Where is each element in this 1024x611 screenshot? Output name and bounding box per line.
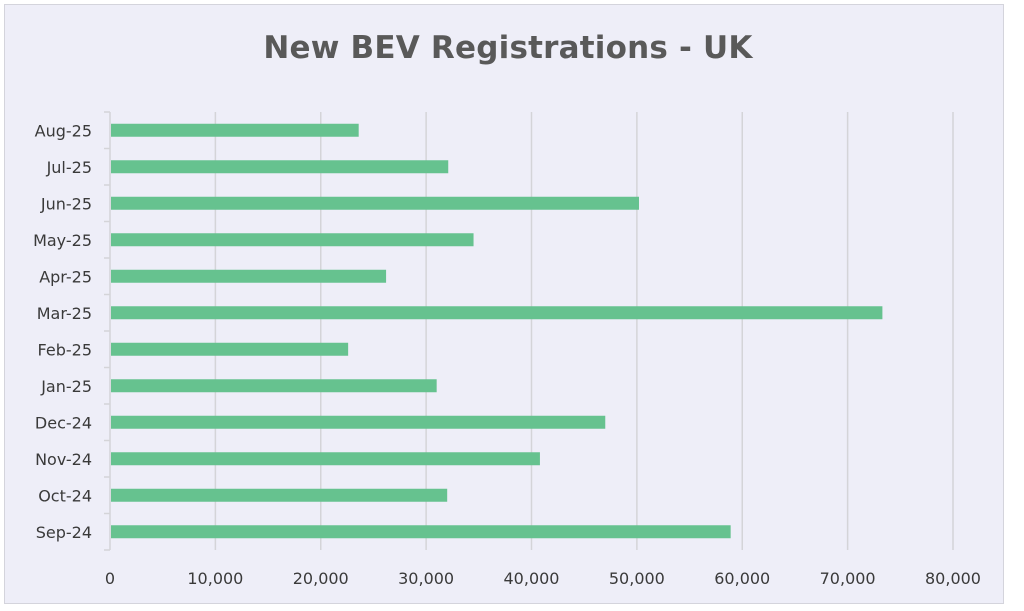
category-label: Jan-25 (40, 377, 92, 396)
category-label: Jun-25 (40, 194, 92, 213)
bar (111, 160, 449, 174)
category-label: Dec-24 (35, 413, 92, 432)
category-label: Jul-25 (46, 158, 92, 177)
bar (111, 525, 731, 539)
x-tick-label: 10,000 (187, 569, 243, 588)
bar (111, 379, 437, 393)
bar (111, 196, 639, 210)
category-label: Nov-24 (35, 450, 92, 469)
x-tick-label: 40,000 (504, 569, 560, 588)
chart-title: New BEV Registrations - UK (263, 30, 753, 66)
x-tick-label: 60,000 (714, 569, 770, 588)
category-label: Mar-25 (37, 304, 92, 323)
bar (111, 269, 387, 283)
bar (111, 306, 883, 320)
bar (111, 233, 474, 247)
category-label: Oct-24 (38, 486, 92, 505)
category-label: Apr-25 (39, 267, 92, 286)
bar (111, 415, 606, 429)
y-axis (104, 111, 111, 551)
category-label: Sep-24 (36, 523, 92, 542)
x-tick-label: 0 (105, 569, 115, 588)
bar (111, 342, 349, 356)
x-tick-label: 80,000 (925, 569, 981, 588)
x-tick-label: 30,000 (398, 569, 454, 588)
gridlines (214, 112, 954, 550)
category-label: Feb-25 (38, 340, 92, 359)
x-tick-label: 50,000 (609, 569, 665, 588)
bars (111, 123, 883, 539)
bar (111, 488, 448, 502)
x-tick-labels: 0 10,000 20,000 30,000 40,000 50,000 60,000 70,… (105, 569, 981, 588)
x-tick-label: 20,000 (293, 569, 349, 588)
chart-frame (4, 4, 1004, 604)
category-label: Aug-25 (35, 121, 92, 140)
category-label: May-25 (33, 231, 92, 250)
x-tick-label: 70,000 (820, 569, 876, 588)
bar (111, 452, 540, 466)
category-labels: Sep-24 Oct-24 Nov-24 Dec-24 Jan-25 Feb-25 Mar-… (33, 121, 92, 542)
bar (111, 123, 359, 137)
